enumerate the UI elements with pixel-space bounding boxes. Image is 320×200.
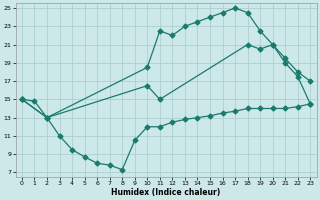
X-axis label: Humidex (Indice chaleur): Humidex (Indice chaleur) [111,188,221,197]
